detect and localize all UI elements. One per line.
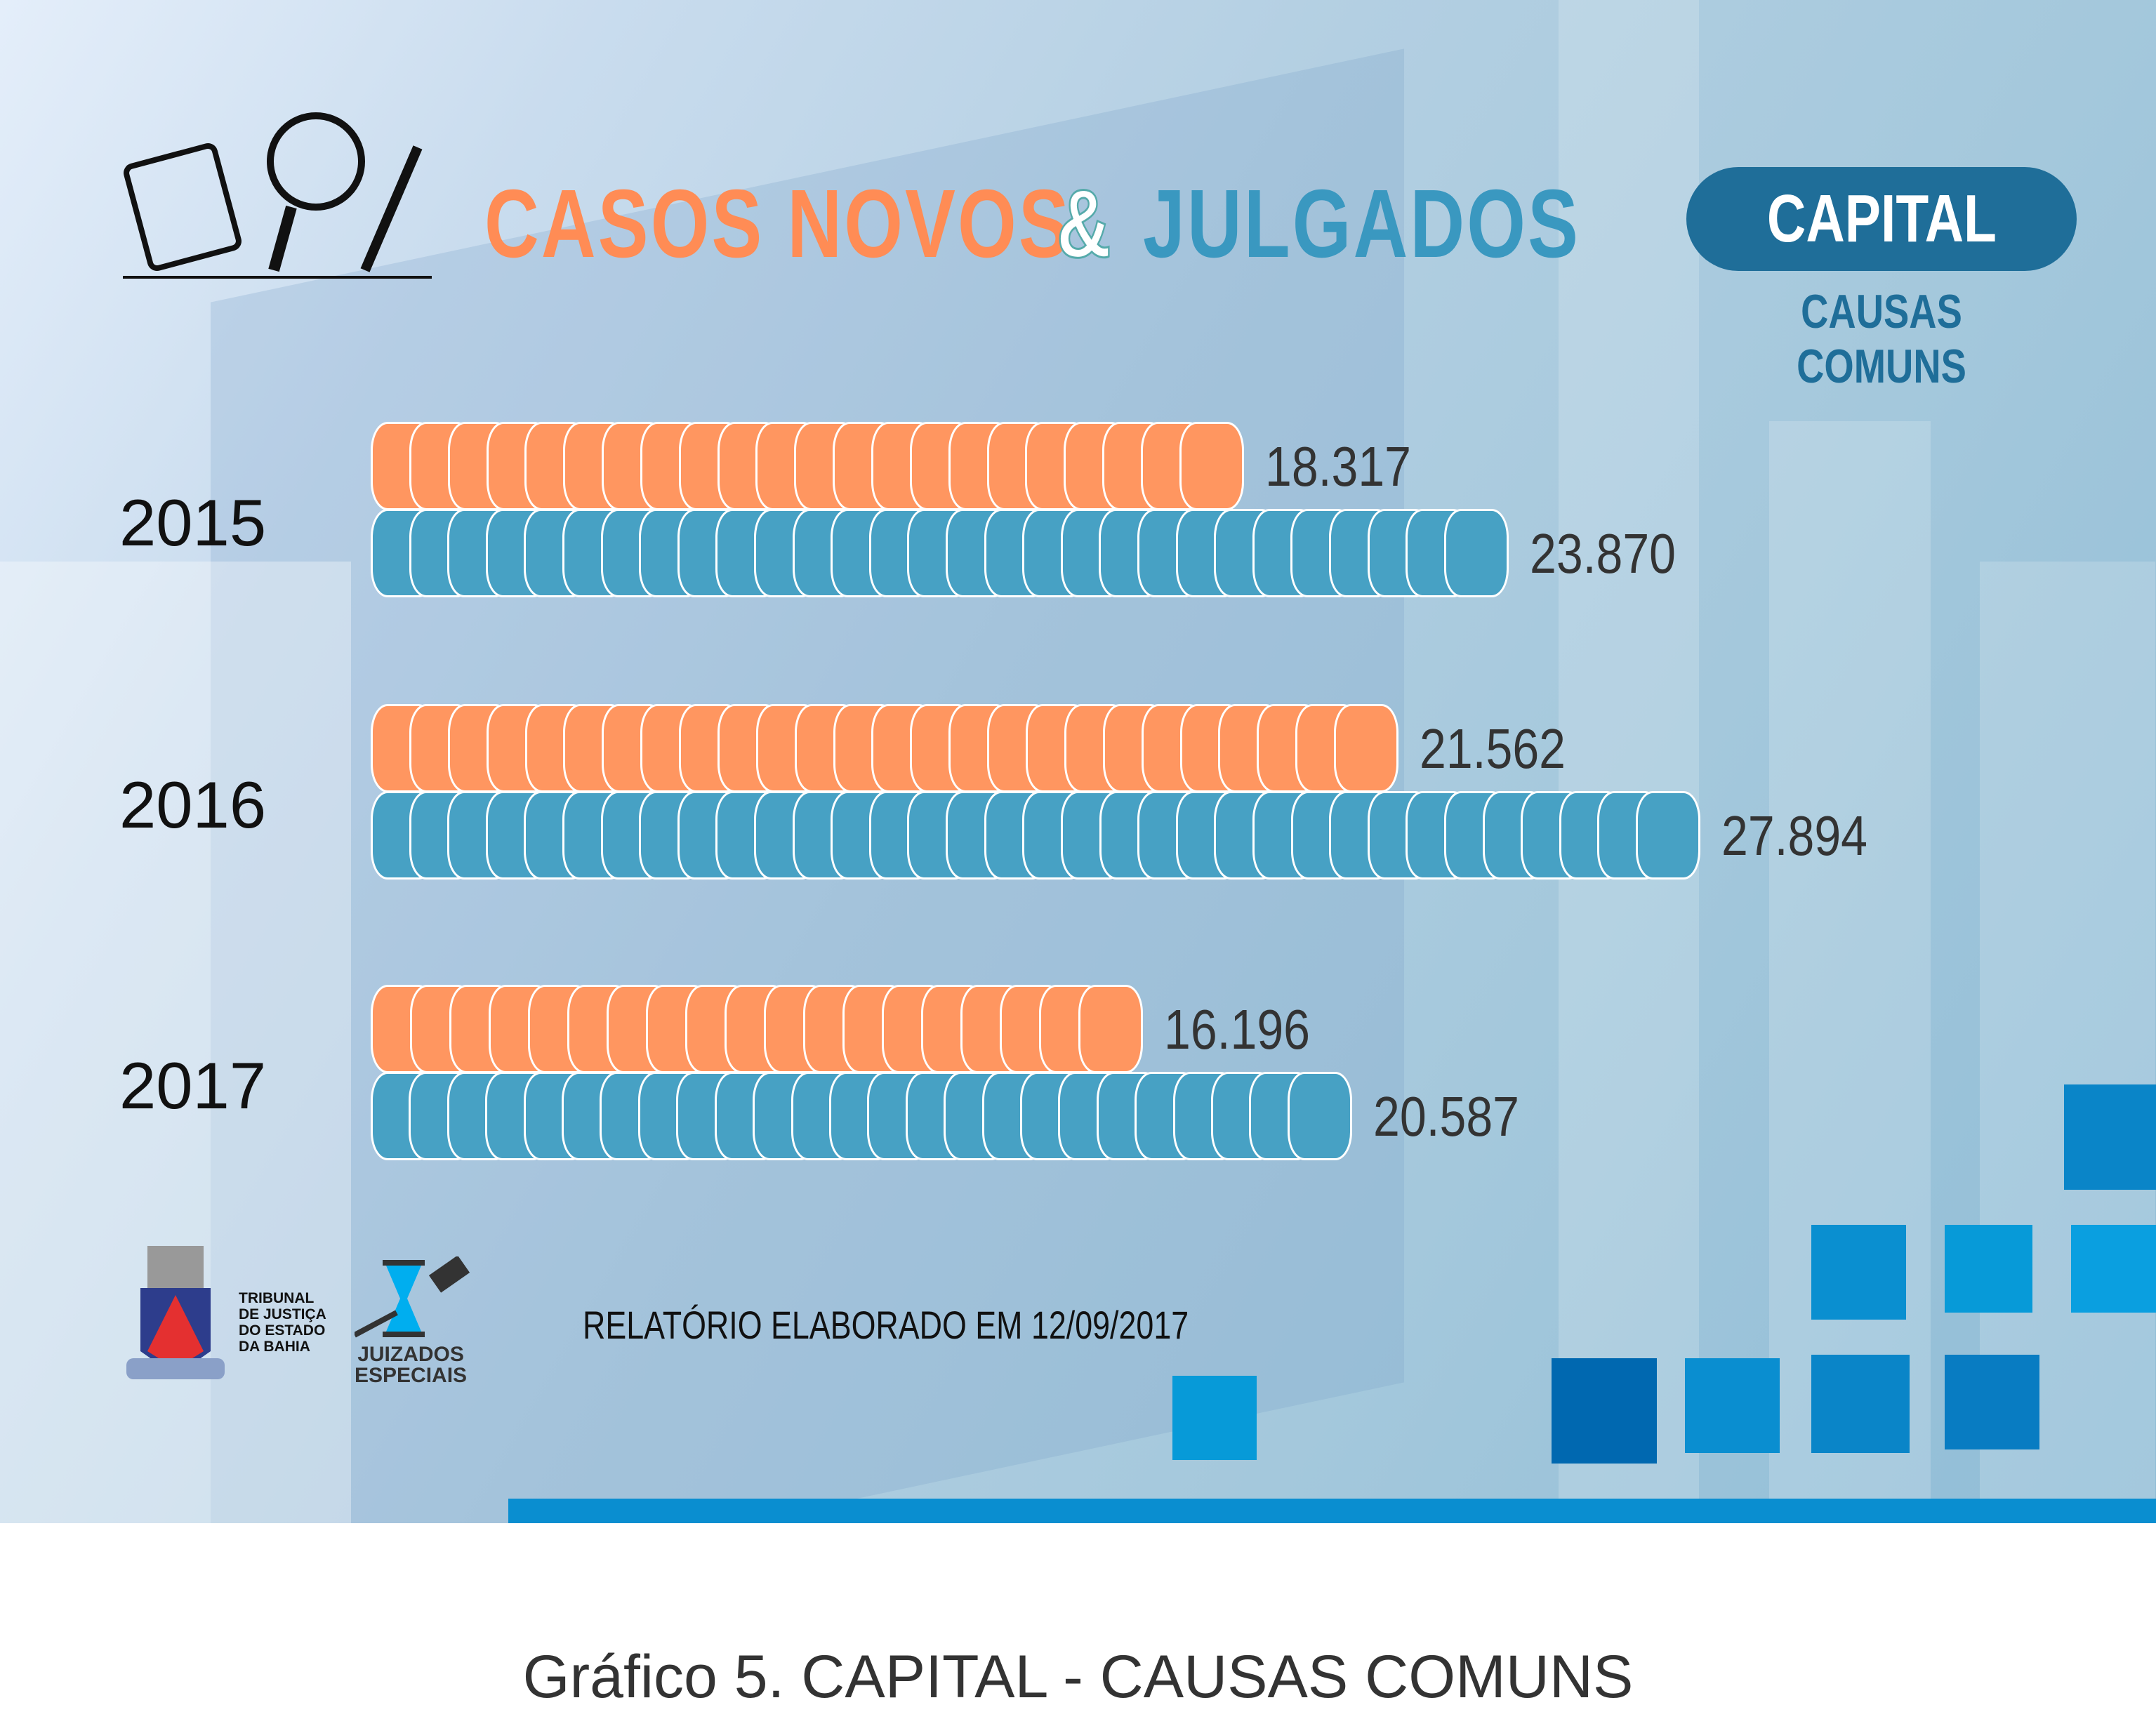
- tj-line: DE JUSTIÇA: [239, 1306, 326, 1322]
- julgados-bar-2015: [371, 509, 1509, 597]
- arrow-shape: [1769, 421, 1931, 1523]
- data-label: 16.196: [1163, 998, 1310, 1061]
- deco-square: [2071, 1225, 2156, 1313]
- deco-strip: [508, 1499, 2156, 1523]
- data-label: 27.894: [1721, 804, 1867, 867]
- je-line: ESPECIAIS: [355, 1364, 468, 1387]
- data-label: 18.317: [1264, 435, 1411, 498]
- casos-novos-bar-2016: [371, 704, 1399, 792]
- julgados-bar-2017: [371, 1072, 1352, 1160]
- data-label: 23.870: [1529, 522, 1676, 585]
- capital-badge: CAPITAL: [1686, 167, 2077, 271]
- arrow-shape: [1559, 0, 1699, 1523]
- tj-line: TRIBUNAL: [239, 1290, 315, 1306]
- deco-square: [1172, 1376, 1257, 1460]
- report-date: RELATÓRIO ELABORADO EM 12/09/2017: [583, 1303, 1189, 1347]
- deco-square: [1811, 1225, 1906, 1320]
- data-label: 20.587: [1373, 1085, 1519, 1148]
- bar-segment: [1287, 1072, 1352, 1160]
- title-julgados: JULGADOS: [1143, 170, 1581, 278]
- je-line: JUIZADOS: [357, 1343, 464, 1366]
- calculator-magnifier-pen-icon: [123, 112, 432, 279]
- casos-novos-bar-2015: [371, 422, 1244, 510]
- bar-segment: [1179, 422, 1244, 510]
- tjba-coat-of-arms-icon: [126, 1246, 225, 1379]
- year-label-2015: 2015: [119, 486, 267, 559]
- deco-square: [2064, 1084, 2156, 1190]
- tjba-logo-text: TRIBUNAL DE JUSTIÇA DO ESTADO DA BAHIA: [239, 1290, 326, 1355]
- deco-square: [1945, 1225, 2032, 1313]
- title-casos-novos: CASOS NOVOS: [484, 170, 1071, 278]
- year-label-2016: 2016: [119, 768, 267, 842]
- tj-line: DA BAHIA: [239, 1339, 310, 1355]
- casos-novos-bar-2017: [371, 985, 1143, 1073]
- julgados-bar-2016: [371, 791, 1700, 880]
- bar-segment: [1443, 509, 1509, 597]
- bar-segment: [1334, 704, 1399, 792]
- year-label-2017: 2017: [119, 1049, 267, 1122]
- data-label: 21.562: [1420, 717, 1566, 780]
- deco-square: [1685, 1358, 1780, 1453]
- subtitle: CAUSAS COMUNS: [1797, 285, 1966, 393]
- deco-square: [1552, 1358, 1657, 1464]
- bar-segment: [1636, 791, 1700, 880]
- bar-segment: [1078, 985, 1143, 1073]
- hourglass-gavel-icon: [355, 1256, 470, 1338]
- figure-caption: Gráfico 5. CAPITAL - CAUSAS COMUNS: [522, 1643, 1634, 1711]
- badge-label: CAPITAL: [1766, 181, 1997, 256]
- tj-line: DO ESTADO: [239, 1322, 326, 1339]
- deco-square: [1811, 1355, 1910, 1453]
- deco-square: [1945, 1355, 2039, 1449]
- juizados-logo-text: JUIZADOS ESPECIAIS: [355, 1344, 467, 1386]
- title-ampersand: &: [1056, 169, 1113, 279]
